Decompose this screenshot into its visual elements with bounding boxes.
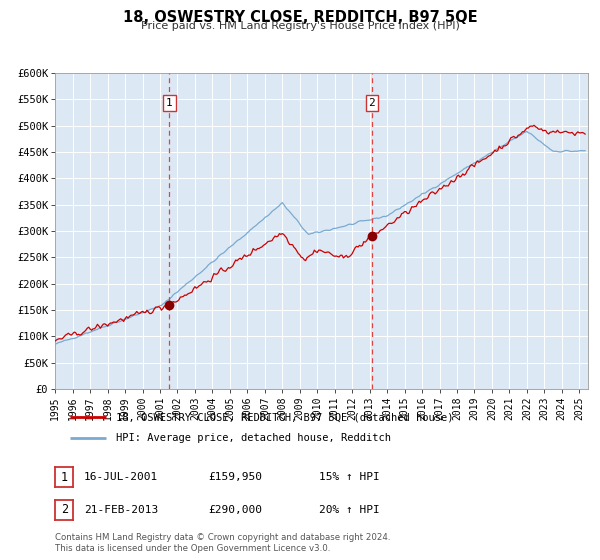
Text: Contains HM Land Registry data © Crown copyright and database right 2024.: Contains HM Land Registry data © Crown c… (55, 533, 391, 542)
Text: 1: 1 (166, 98, 173, 108)
Text: £159,950: £159,950 (208, 472, 262, 482)
Text: This data is licensed under the Open Government Licence v3.0.: This data is licensed under the Open Gov… (55, 544, 331, 553)
Text: 16-JUL-2001: 16-JUL-2001 (84, 472, 158, 482)
Text: Price paid vs. HM Land Registry's House Price Index (HPI): Price paid vs. HM Land Registry's House … (140, 21, 460, 31)
Text: 21-FEB-2013: 21-FEB-2013 (84, 505, 158, 515)
Text: 18, OSWESTRY CLOSE, REDDITCH, B97 5QE (detached house): 18, OSWESTRY CLOSE, REDDITCH, B97 5QE (d… (116, 412, 453, 422)
Text: 15% ↑ HPI: 15% ↑ HPI (319, 472, 380, 482)
Text: 2: 2 (368, 98, 375, 108)
Text: 2: 2 (61, 503, 68, 516)
Text: HPI: Average price, detached house, Redditch: HPI: Average price, detached house, Redd… (116, 433, 391, 444)
Text: £290,000: £290,000 (208, 505, 262, 515)
Text: 18, OSWESTRY CLOSE, REDDITCH, B97 5QE: 18, OSWESTRY CLOSE, REDDITCH, B97 5QE (122, 10, 478, 25)
Text: 1: 1 (61, 470, 68, 484)
Text: 20% ↑ HPI: 20% ↑ HPI (319, 505, 380, 515)
